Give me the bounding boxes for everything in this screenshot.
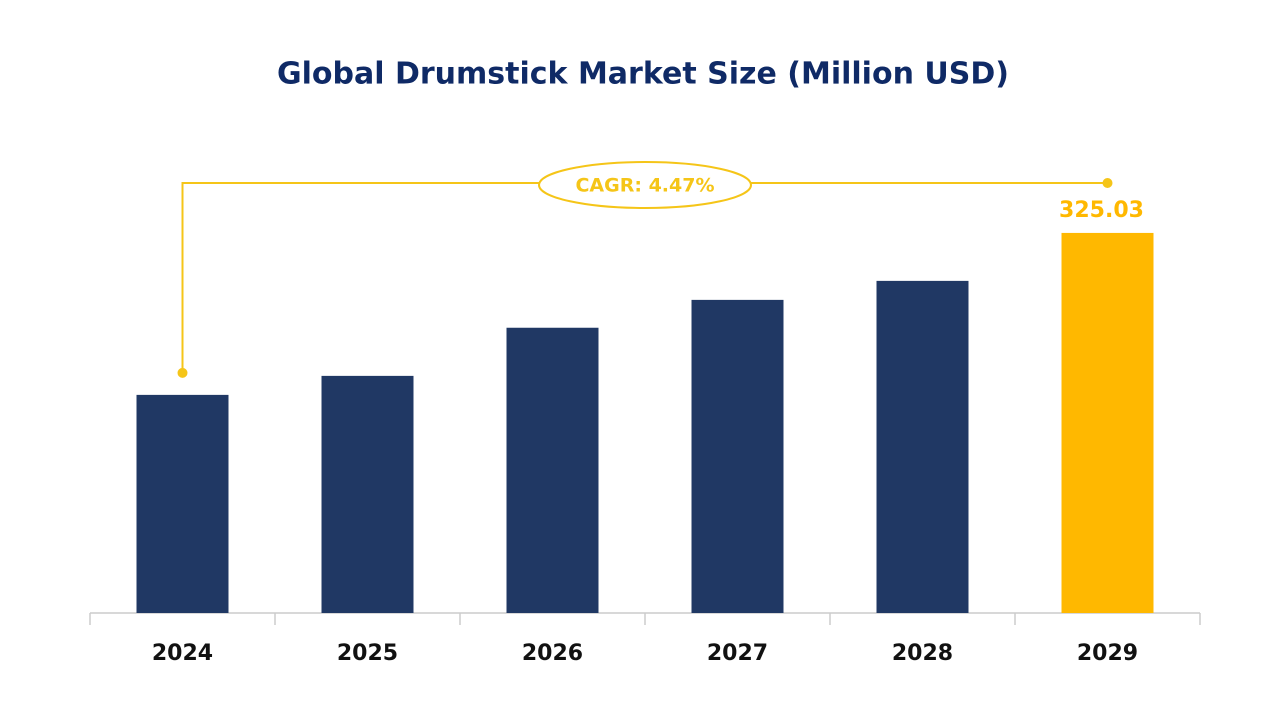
bar bbox=[876, 280, 969, 613]
x-tick-label: 2027 bbox=[707, 641, 768, 666]
x-tick-label: 2028 bbox=[892, 641, 953, 666]
cagr-label: CAGR: 4.47% bbox=[575, 175, 714, 197]
bar bbox=[136, 394, 229, 613]
connector-dot bbox=[1102, 178, 1113, 188]
bar bbox=[1061, 232, 1154, 613]
bar bbox=[691, 299, 784, 613]
x-tick-label: 2024 bbox=[152, 641, 213, 666]
x-tick-label: 2029 bbox=[1077, 641, 1138, 666]
cagr-connector bbox=[181, 182, 1108, 373]
x-tick-label: 2025 bbox=[337, 641, 398, 666]
connector-dot bbox=[177, 367, 188, 378]
x-tick-label: 2026 bbox=[522, 641, 583, 666]
chart-title: Global Drumstick Market Size (Million US… bbox=[277, 57, 1009, 92]
bar bbox=[506, 327, 599, 613]
value-label: 325.03 bbox=[1059, 198, 1144, 223]
bar bbox=[321, 375, 414, 613]
cagr-badge bbox=[538, 161, 752, 209]
